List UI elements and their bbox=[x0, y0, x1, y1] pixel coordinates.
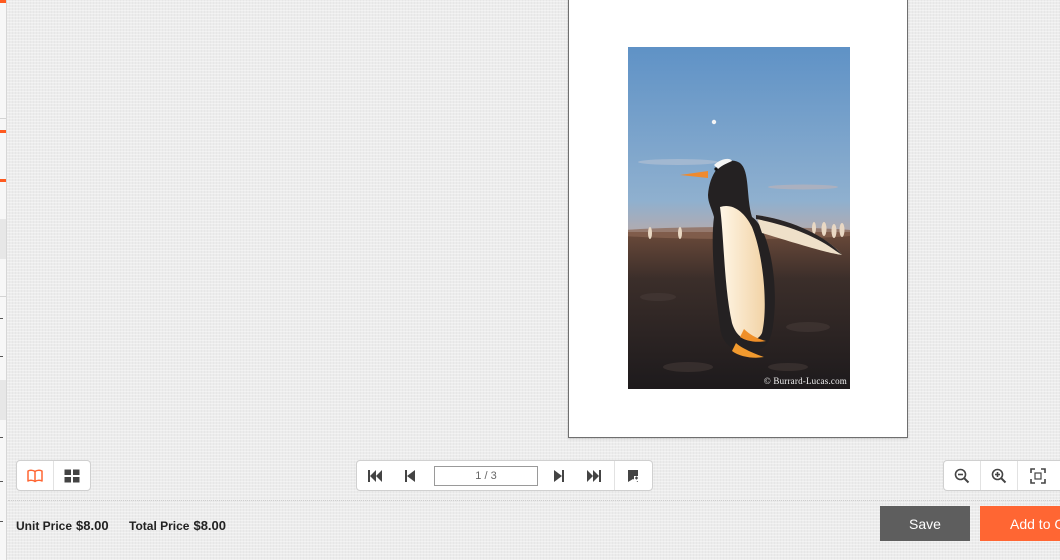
zoom-out-icon bbox=[954, 468, 970, 483]
zoom-out-button[interactable] bbox=[944, 461, 981, 490]
last-page-icon bbox=[587, 469, 601, 482]
total-price-label: Total Price bbox=[129, 519, 190, 533]
book-icon bbox=[27, 469, 43, 482]
fit-screen-icon bbox=[1030, 467, 1046, 484]
sidebar-row bbox=[0, 219, 6, 259]
bookmark-icon bbox=[627, 469, 639, 482]
photo-watermark: © Burrard-Lucas.com bbox=[763, 376, 847, 386]
sidebar-tick bbox=[0, 356, 3, 357]
sidebar-tick bbox=[0, 521, 3, 522]
first-page-icon bbox=[367, 469, 382, 482]
penguin-photo[interactable]: © Burrard-Lucas.com bbox=[628, 47, 850, 389]
last-page-button[interactable] bbox=[574, 461, 614, 490]
grid-view-button[interactable] bbox=[54, 461, 91, 490]
prev-page-icon bbox=[405, 469, 415, 482]
penguin-image bbox=[628, 47, 850, 389]
zoom-in-icon bbox=[991, 468, 1007, 483]
prev-page-button[interactable] bbox=[392, 461, 428, 490]
sidebar-accent-mark bbox=[0, 130, 6, 133]
add-to-cart-button[interactable]: Add to Cart bbox=[980, 506, 1060, 541]
sidebar-divider bbox=[0, 296, 6, 297]
sidebar-tick bbox=[0, 437, 3, 438]
unit-price-label: Unit Price bbox=[16, 519, 73, 533]
next-page-icon bbox=[554, 469, 564, 482]
zoom-in-button[interactable] bbox=[981, 461, 1018, 490]
sidebar-row bbox=[0, 380, 6, 420]
pager-toolbar bbox=[356, 460, 653, 491]
total-price-value: $8.00 bbox=[193, 518, 227, 533]
book-view-button[interactable] bbox=[17, 461, 54, 490]
sidebar-tick bbox=[0, 481, 3, 482]
next-page-button[interactable] bbox=[544, 461, 574, 490]
first-page-button[interactable] bbox=[357, 461, 392, 490]
bookmark-button[interactable] bbox=[614, 461, 650, 490]
unit-price-value: $8.00 bbox=[76, 518, 109, 533]
grid-icon bbox=[64, 469, 80, 482]
sidebar-divider bbox=[0, 118, 6, 119]
left-sidebar bbox=[0, 0, 7, 560]
unit-price: Unit Price $8.00 bbox=[16, 518, 109, 533]
sidebar-accent-mark bbox=[0, 0, 6, 3]
sidebar-accent-mark bbox=[0, 179, 6, 182]
page-number-input[interactable] bbox=[434, 465, 538, 486]
zoom-toolbar bbox=[943, 460, 1060, 491]
sidebar-tick bbox=[0, 318, 3, 319]
fit-screen-button[interactable] bbox=[1018, 461, 1058, 490]
save-button[interactable]: Save bbox=[880, 506, 970, 541]
footer-divider bbox=[8, 500, 1060, 501]
total-price: Total Price $8.00 bbox=[129, 518, 226, 533]
view-mode-toolbar bbox=[16, 460, 91, 491]
page-preview[interactable]: © Burrard-Lucas.com bbox=[568, 0, 908, 438]
